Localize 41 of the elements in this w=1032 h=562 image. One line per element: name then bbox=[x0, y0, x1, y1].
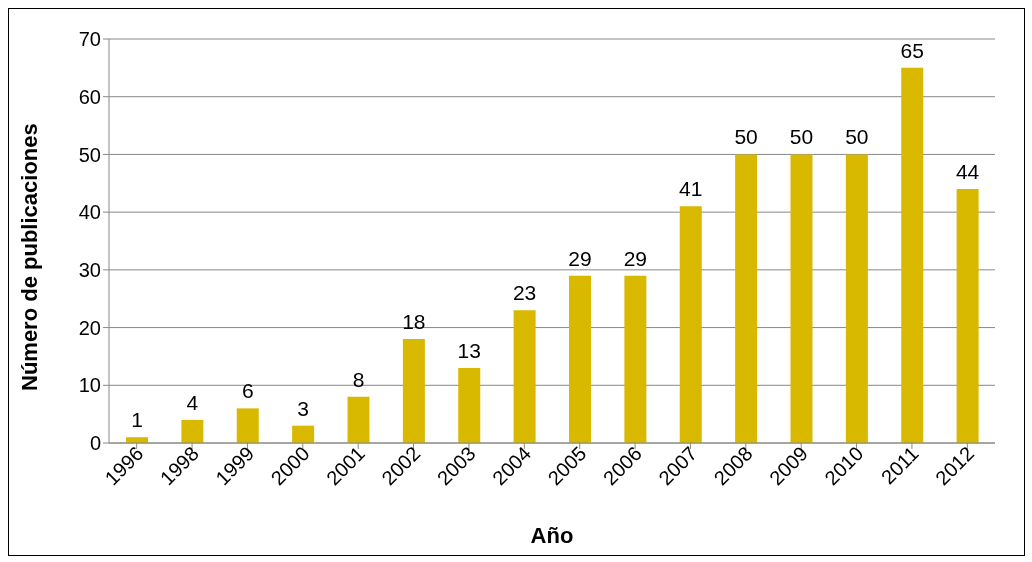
bar bbox=[458, 367, 481, 443]
data-label: 50 bbox=[845, 125, 869, 149]
bar bbox=[347, 396, 370, 443]
y-tick-label: 60 bbox=[78, 85, 101, 108]
data-label: 44 bbox=[955, 160, 980, 184]
data-label: 29 bbox=[623, 246, 648, 270]
bar bbox=[735, 154, 758, 443]
bar bbox=[901, 67, 924, 443]
x-axis-title: Año bbox=[530, 523, 574, 548]
bar bbox=[845, 154, 868, 443]
bar bbox=[236, 408, 259, 443]
data-label: 50 bbox=[789, 125, 814, 149]
y-tick-label: 40 bbox=[78, 201, 101, 224]
bar bbox=[181, 419, 204, 443]
data-label: 29 bbox=[568, 246, 592, 270]
y-tick-label: 70 bbox=[78, 28, 101, 51]
data-label: 50 bbox=[734, 125, 758, 149]
y-tick-label: 20 bbox=[78, 316, 101, 339]
bar bbox=[292, 425, 315, 443]
y-tick-label: 30 bbox=[78, 258, 101, 281]
data-label: 65 bbox=[900, 38, 924, 62]
y-tick-label: 10 bbox=[78, 374, 101, 397]
y-axis-title: Número de publicaciones bbox=[16, 123, 42, 391]
data-label: 23 bbox=[512, 281, 537, 305]
data-label: 18 bbox=[402, 310, 426, 334]
bar bbox=[956, 189, 979, 443]
data-label: 6 bbox=[241, 379, 254, 403]
bar bbox=[513, 310, 536, 443]
bar bbox=[402, 339, 425, 443]
bar bbox=[679, 206, 702, 443]
data-label: 3 bbox=[297, 396, 309, 420]
data-label: 41 bbox=[679, 177, 703, 201]
bar bbox=[569, 275, 591, 443]
data-label: 8 bbox=[352, 367, 365, 391]
bar bbox=[624, 275, 647, 443]
y-tick-label: 50 bbox=[78, 143, 101, 166]
bar bbox=[790, 154, 813, 443]
y-tick-label: 0 bbox=[89, 432, 101, 455]
data-label: 4 bbox=[186, 390, 199, 414]
data-label: 1 bbox=[131, 408, 143, 432]
data-label: 13 bbox=[457, 338, 481, 362]
